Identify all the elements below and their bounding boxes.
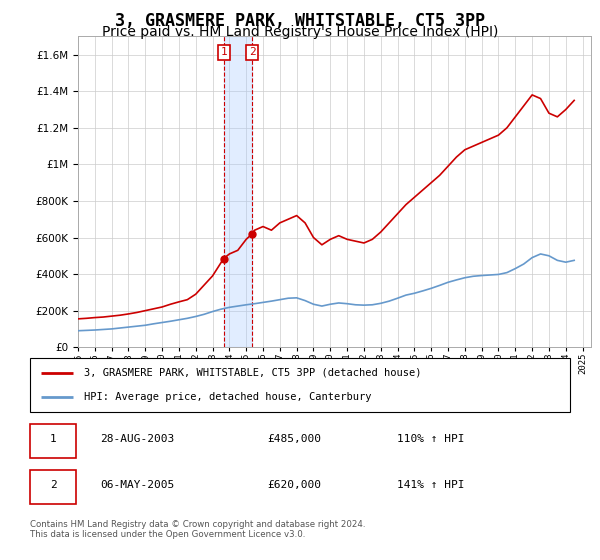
Text: 110% ↑ HPI: 110% ↑ HPI bbox=[397, 434, 465, 444]
Text: 3, GRASMERE PARK, WHITSTABLE, CT5 3PP (detached house): 3, GRASMERE PARK, WHITSTABLE, CT5 3PP (d… bbox=[84, 368, 421, 378]
Text: Contains HM Land Registry data © Crown copyright and database right 2024.
This d: Contains HM Land Registry data © Crown c… bbox=[30, 520, 365, 539]
Text: £485,000: £485,000 bbox=[268, 434, 322, 444]
Text: 1: 1 bbox=[50, 434, 56, 444]
Text: Price paid vs. HM Land Registry's House Price Index (HPI): Price paid vs. HM Land Registry's House … bbox=[102, 25, 498, 39]
Text: 06-MAY-2005: 06-MAY-2005 bbox=[100, 480, 175, 490]
Text: £620,000: £620,000 bbox=[268, 480, 322, 490]
FancyBboxPatch shape bbox=[30, 470, 76, 503]
Text: 3, GRASMERE PARK, WHITSTABLE, CT5 3PP: 3, GRASMERE PARK, WHITSTABLE, CT5 3PP bbox=[115, 12, 485, 30]
Text: 28-AUG-2003: 28-AUG-2003 bbox=[100, 434, 175, 444]
Bar bbox=[224, 36, 252, 347]
Text: 2: 2 bbox=[50, 480, 56, 490]
Text: 2: 2 bbox=[249, 47, 256, 57]
Text: 141% ↑ HPI: 141% ↑ HPI bbox=[397, 480, 465, 490]
Text: 1: 1 bbox=[220, 47, 227, 57]
Text: HPI: Average price, detached house, Canterbury: HPI: Average price, detached house, Cant… bbox=[84, 392, 371, 402]
FancyBboxPatch shape bbox=[30, 358, 570, 412]
FancyBboxPatch shape bbox=[30, 424, 76, 458]
